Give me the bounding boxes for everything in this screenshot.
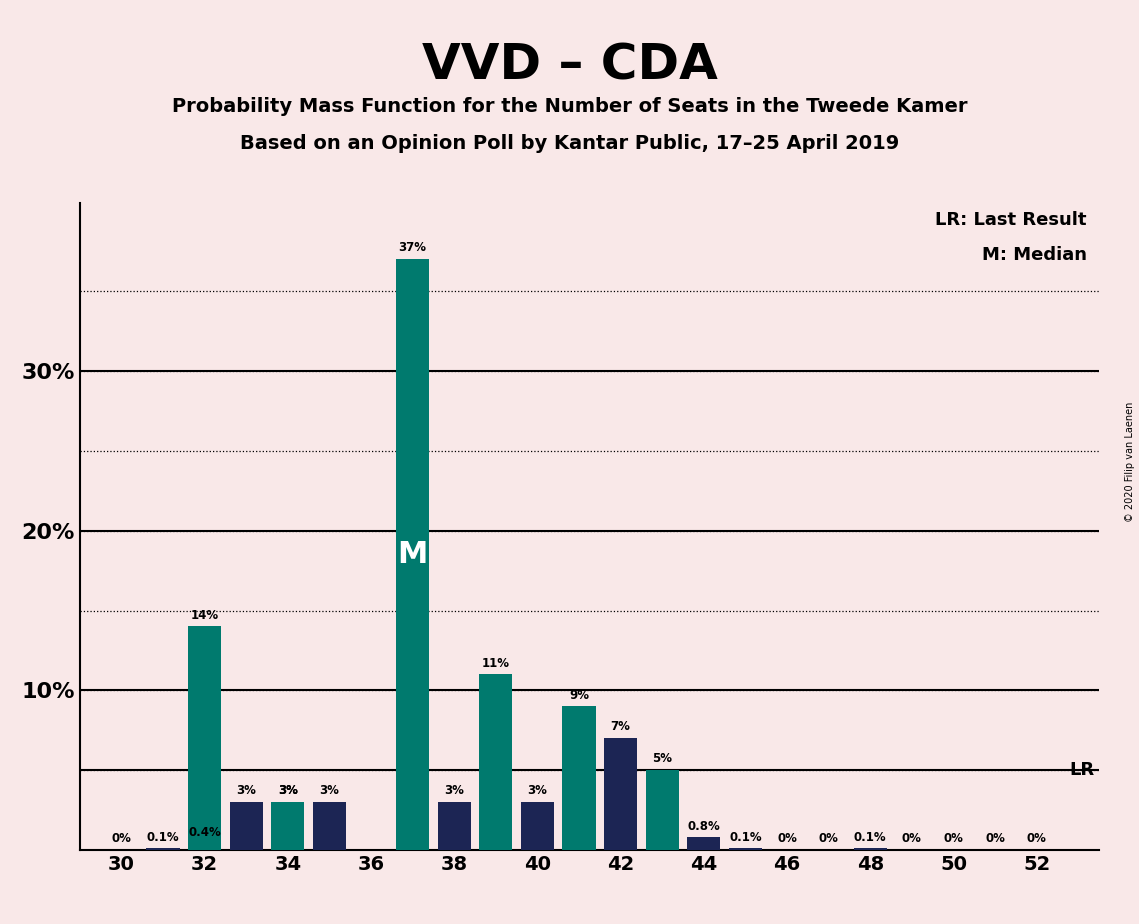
Text: 0%: 0% [1026,833,1047,845]
Text: 5%: 5% [653,752,672,765]
Text: 0%: 0% [777,833,797,845]
Bar [313,802,346,850]
Text: 0%: 0% [943,833,964,845]
Bar [396,259,429,850]
Text: 0.4%: 0.4% [188,826,221,839]
Bar [853,848,887,850]
Text: 3%: 3% [278,784,297,797]
Text: VVD – CDA: VVD – CDA [421,42,718,90]
Text: M: M [398,541,428,569]
Text: 11%: 11% [482,657,510,670]
Text: © 2020 Filip van Laenen: © 2020 Filip van Laenen [1125,402,1134,522]
Bar [646,771,679,850]
Text: 3%: 3% [444,784,465,797]
Text: 0%: 0% [112,833,131,845]
Bar [146,848,180,850]
Text: 37%: 37% [399,241,427,254]
Text: 0.1%: 0.1% [854,831,886,844]
Bar [687,837,721,850]
Bar [480,675,513,850]
Bar [271,802,304,850]
Text: 0%: 0% [985,833,1005,845]
Bar [729,848,762,850]
Bar [604,738,638,850]
Text: 0%: 0% [819,833,838,845]
Text: 9%: 9% [570,688,589,701]
Text: 0.1%: 0.1% [147,831,179,844]
Text: Probability Mass Function for the Number of Seats in the Tweede Kamer: Probability Mass Function for the Number… [172,97,967,116]
Text: 3%: 3% [319,784,339,797]
Text: 3%: 3% [236,784,256,797]
Bar [271,802,304,850]
Bar [521,802,554,850]
Bar [437,802,470,850]
Bar [188,626,221,850]
Text: 3%: 3% [527,784,548,797]
Text: 0.8%: 0.8% [688,820,720,833]
Text: 7%: 7% [611,721,631,734]
Text: 0.1%: 0.1% [729,831,762,844]
Text: LR: LR [1070,761,1095,779]
Text: 3%: 3% [278,784,297,797]
Bar [188,844,221,850]
Text: 14%: 14% [190,609,219,622]
Text: LR: Last Result: LR: Last Result [935,212,1087,229]
Text: Based on an Opinion Poll by Kantar Public, 17–25 April 2019: Based on an Opinion Poll by Kantar Publi… [240,134,899,153]
Bar [230,802,263,850]
Text: M: Median: M: Median [982,247,1087,264]
Text: 0%: 0% [902,833,921,845]
Bar [563,706,596,850]
